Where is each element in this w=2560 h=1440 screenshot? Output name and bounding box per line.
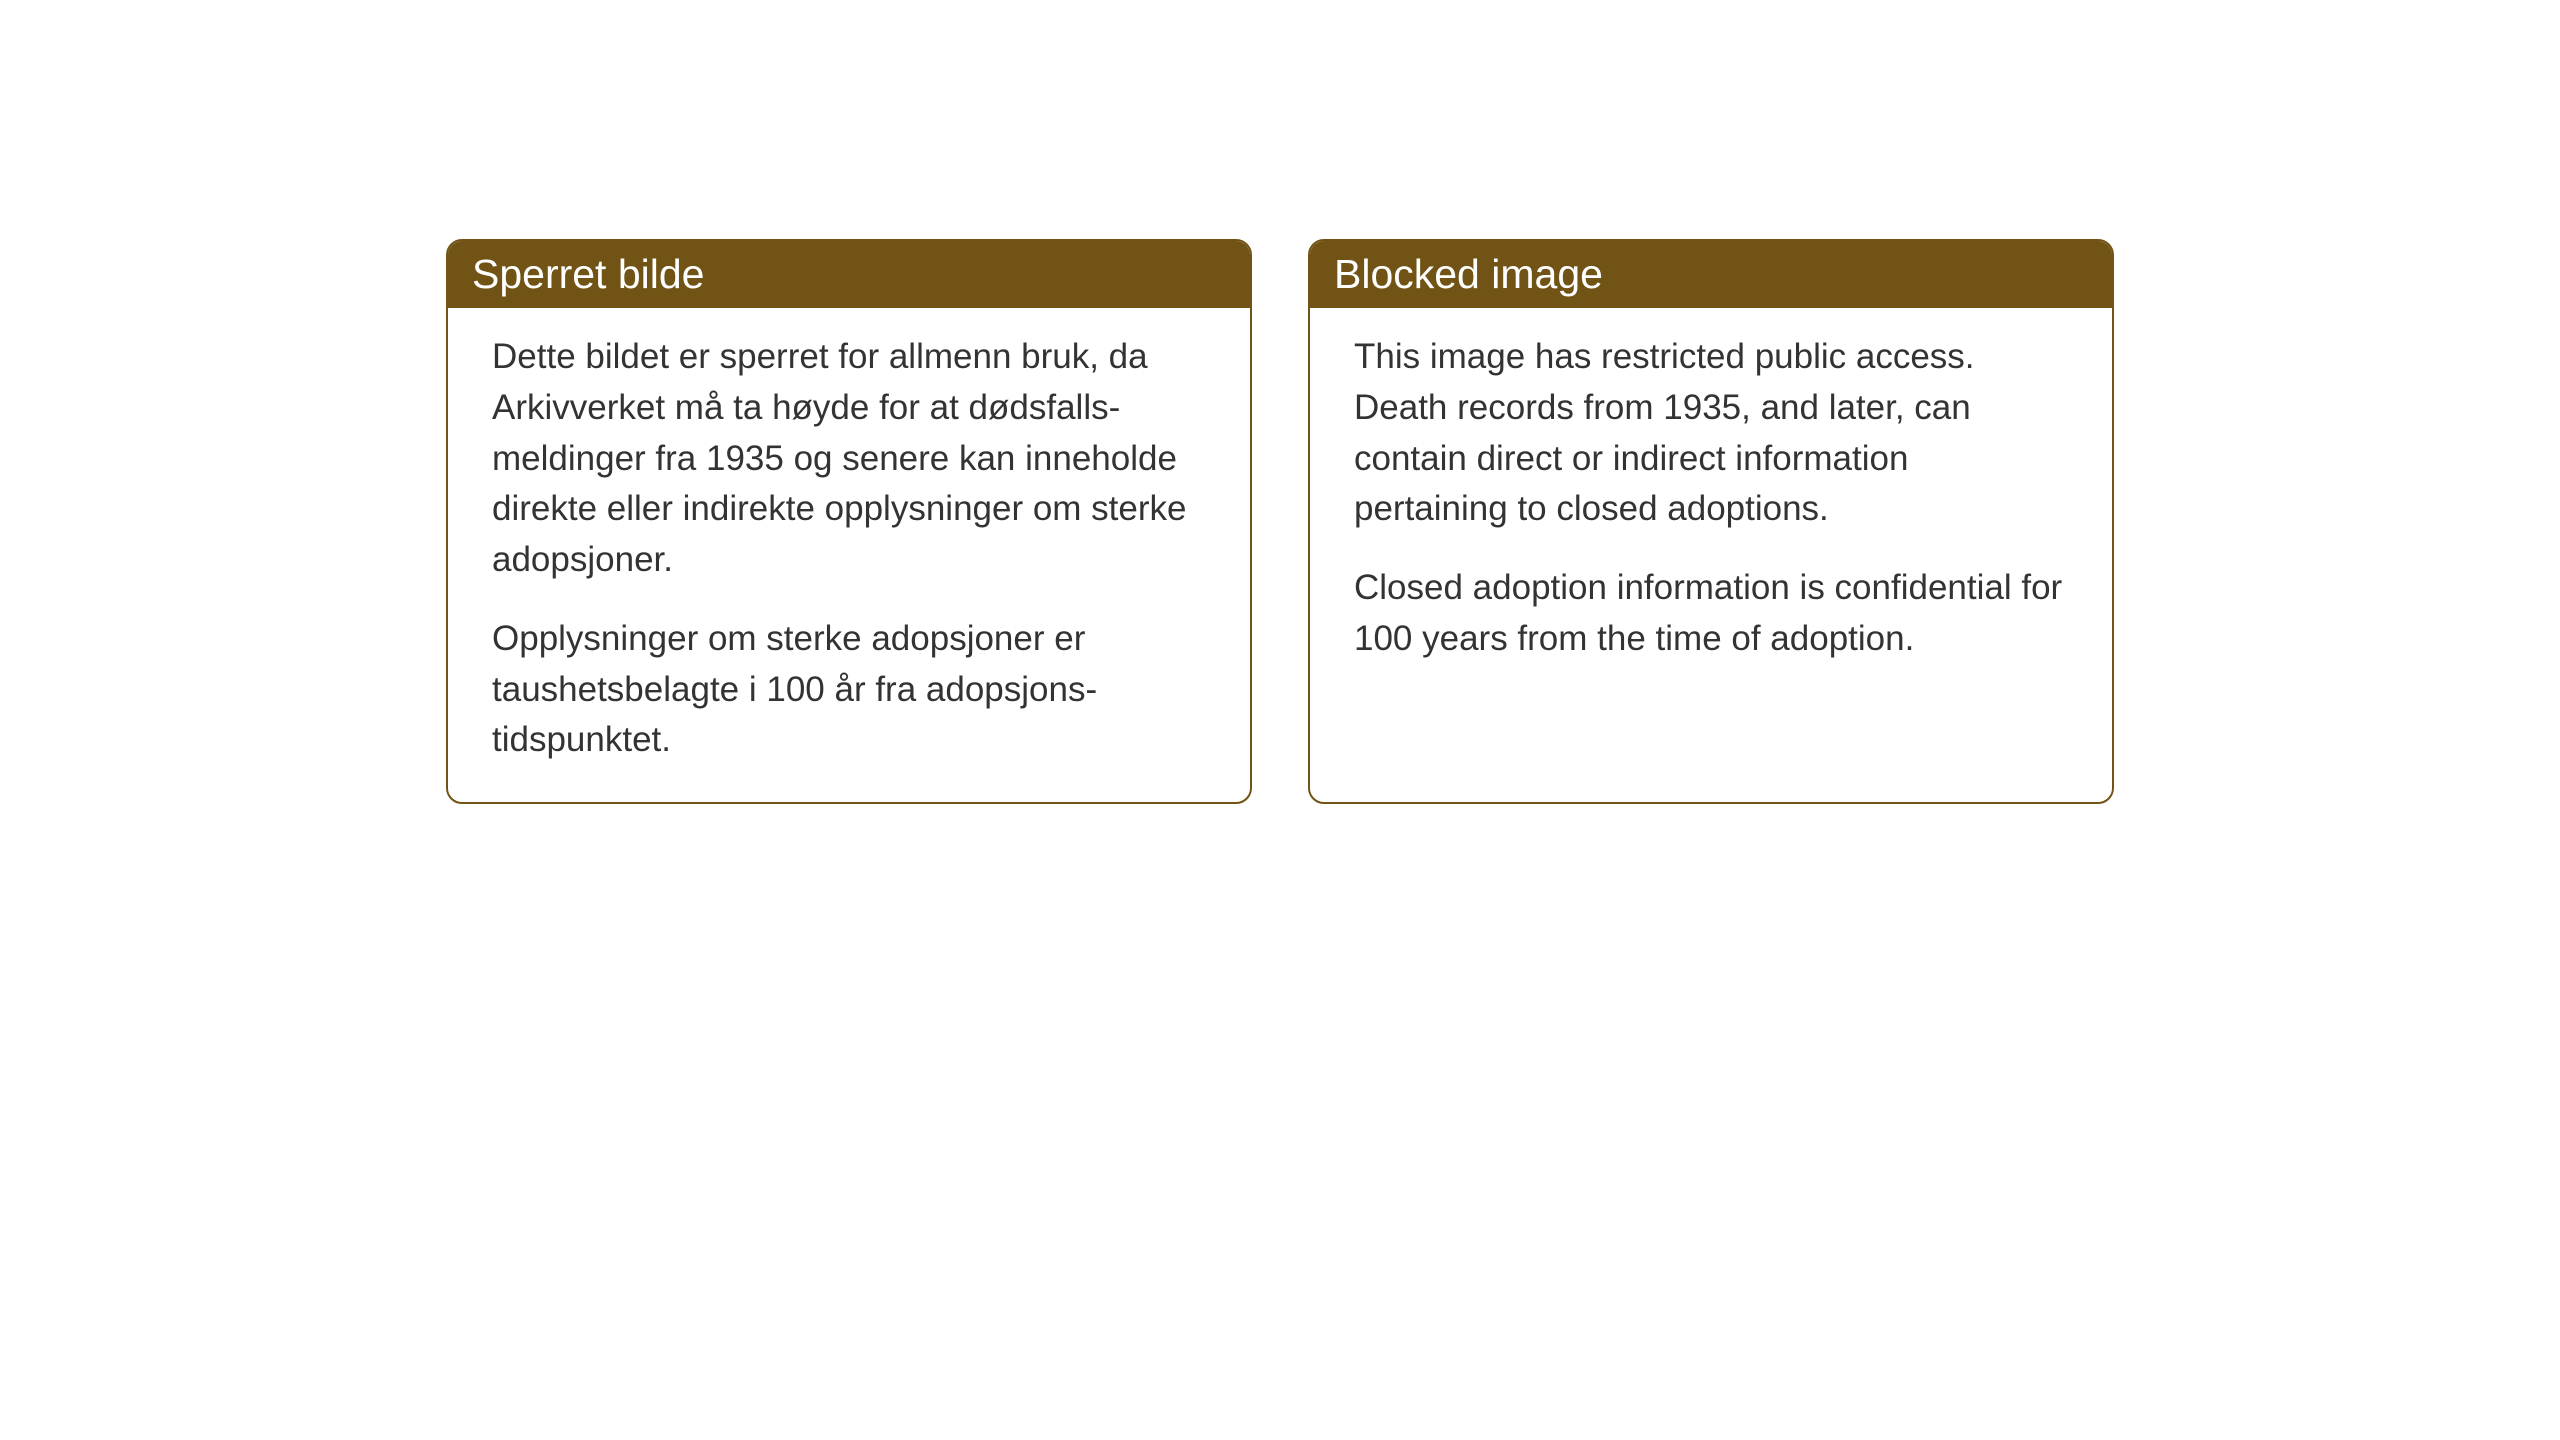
card-paragraph-1-english: This image has restricted public access.… (1354, 332, 2068, 535)
card-header-norwegian: Sperret bilde (448, 241, 1250, 308)
card-title-english: Blocked image (1334, 251, 1603, 297)
card-body-english: This image has restricted public access.… (1310, 308, 2112, 701)
notice-container: Sperret bilde Dette bildet er sperret fo… (446, 239, 2114, 804)
notice-card-norwegian: Sperret bilde Dette bildet er sperret fo… (446, 239, 1252, 804)
card-paragraph-2-norwegian: Opplysninger om sterke adopsjoner er tau… (492, 614, 1206, 766)
card-body-norwegian: Dette bildet er sperret for allmenn bruk… (448, 308, 1250, 802)
card-paragraph-1-norwegian: Dette bildet er sperret for allmenn bruk… (492, 332, 1206, 586)
notice-card-english: Blocked image This image has restricted … (1308, 239, 2114, 804)
card-paragraph-2-english: Closed adoption information is confident… (1354, 563, 2068, 665)
card-title-norwegian: Sperret bilde (472, 251, 704, 297)
card-header-english: Blocked image (1310, 241, 2112, 308)
